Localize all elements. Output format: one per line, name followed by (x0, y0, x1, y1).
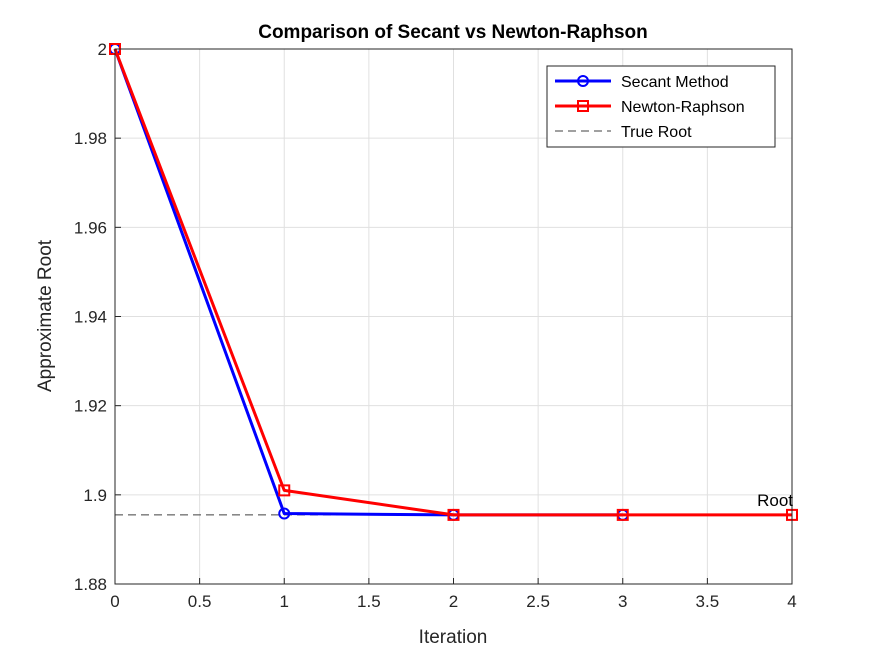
legend-true-root-label: True Root (621, 124, 692, 141)
secant-method-point (278, 507, 291, 520)
x-tick-label: 2 (449, 592, 458, 611)
x-axis-ticks: 0 0.5 1 1.5 2 2.5 3 3.5 4 (110, 578, 797, 611)
x-tick-label: 3.5 (696, 592, 720, 611)
y-axis-ticks: 1.88 1.9 1.92 1.94 1.96 1.98 2 (74, 40, 121, 594)
chart-title: Comparison of Secant vs Newton-Raphson (258, 22, 648, 43)
newton-raphson-point (278, 484, 291, 497)
legend: Secant Method Newton-Raphson True Root (546, 65, 776, 148)
y-tick-label: 1.92 (74, 397, 107, 416)
x-tick-label: 1.5 (357, 592, 381, 611)
y-axis-label: Approximate Root (35, 239, 56, 392)
legend-newton-raphson-label: Newton-Raphson (621, 99, 745, 116)
x-tick-label: 0.5 (188, 592, 212, 611)
x-tick-label: 4 (787, 592, 796, 611)
newton-raphson-point (447, 508, 460, 521)
legend-newton-raphson-marker (577, 100, 589, 112)
series-layer (109, 43, 798, 521)
y-tick-label: 2 (98, 40, 107, 59)
y-tick-label: 1.96 (74, 218, 107, 237)
y-tick-label: 1.94 (74, 308, 107, 327)
x-tick-label: 3 (618, 592, 627, 611)
legend-secant-method-marker (577, 75, 589, 87)
root-annotation: Root (757, 491, 793, 510)
x-axis-label: Iteration (419, 627, 488, 648)
y-tick-label: 1.9 (83, 486, 107, 505)
x-tick-label: 0 (110, 592, 119, 611)
newton-raphson-line (113, 48, 792, 517)
annotations: Root (757, 491, 793, 510)
plot-frame (114, 48, 793, 585)
legend-secant-method-label: Secant Method (621, 74, 729, 91)
x-tick-label: 1 (280, 592, 289, 611)
x-tick-label: 2.5 (526, 592, 550, 611)
y-tick-label: 1.88 (74, 575, 107, 594)
newton-raphson-point (616, 508, 629, 521)
y-tick-label: 1.98 (74, 129, 107, 148)
